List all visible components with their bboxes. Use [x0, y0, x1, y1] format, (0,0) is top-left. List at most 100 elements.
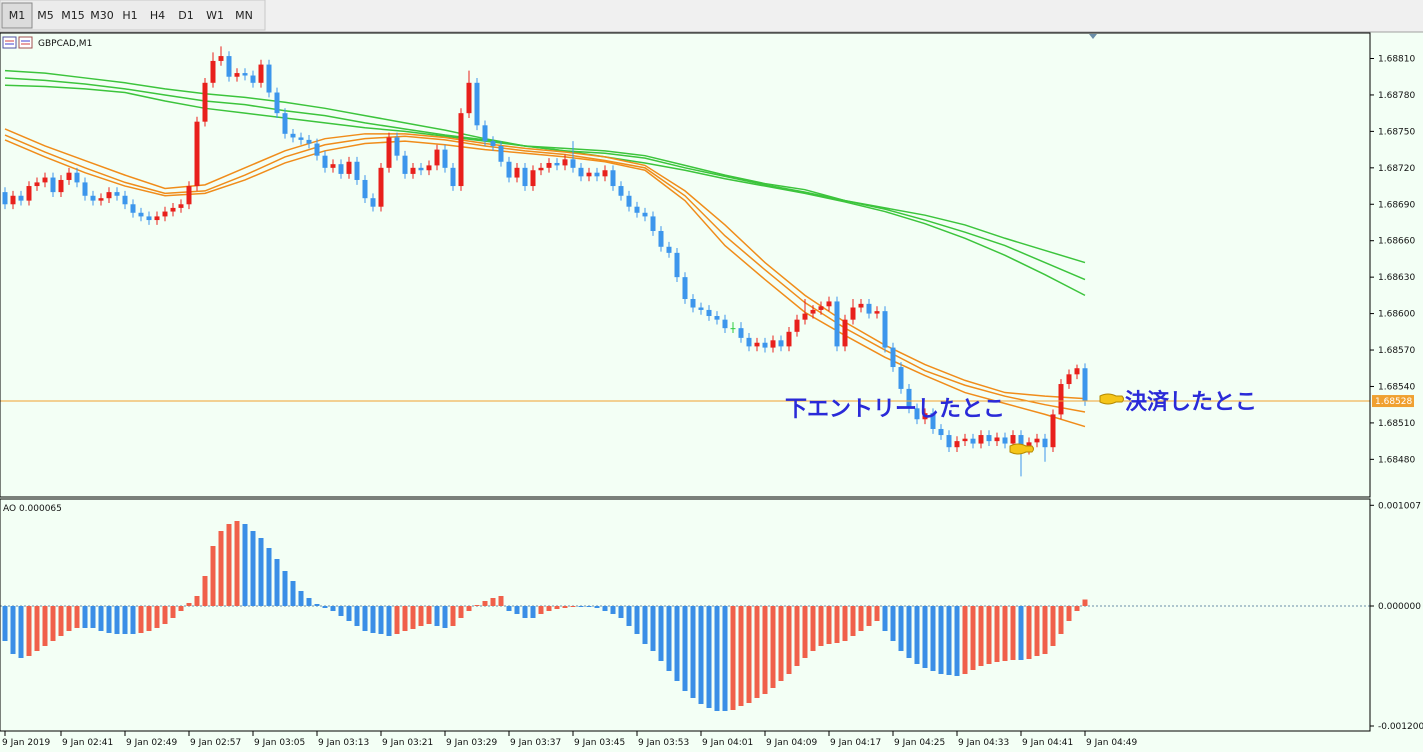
ao-bar	[410, 606, 416, 629]
candle-body	[490, 141, 496, 146]
candle-body	[10, 195, 16, 205]
candle-body	[50, 177, 56, 193]
x-tick-label: 9 Jan 2019	[2, 738, 50, 748]
moving-average	[4, 69, 1086, 264]
candle-body	[194, 121, 200, 187]
candle-body	[778, 340, 784, 347]
candle-body	[402, 155, 408, 174]
candle-body	[530, 170, 536, 187]
ao-bar	[930, 606, 936, 671]
timeframe-button[interactable]	[1, 2, 33, 29]
ao-bar	[394, 606, 400, 634]
y-tick-label: 1.68480	[1378, 455, 1415, 465]
ao-bar	[290, 581, 296, 606]
timeframe-label[interactable]: M5	[37, 9, 54, 22]
x-tick-label: 9 Jan 04:09	[766, 738, 818, 748]
candle-body	[874, 311, 880, 314]
timeframe-label[interactable]: W1	[206, 9, 224, 22]
ao-bar	[114, 606, 120, 634]
candle-body	[498, 145, 504, 162]
ao-title: AO 0.000065	[3, 504, 62, 514]
candle-body	[962, 438, 968, 442]
candle-body	[378, 167, 384, 207]
candle-body	[602, 170, 608, 177]
timeframe-label[interactable]: M15	[61, 9, 85, 22]
timeframe-label[interactable]: H1	[122, 9, 137, 22]
timeframe-button[interactable]	[117, 3, 143, 28]
ao-bar	[674, 606, 680, 681]
y-tick-label: 1.68810	[1378, 55, 1415, 65]
candle-body	[554, 162, 560, 166]
ao-bar	[370, 606, 376, 633]
candle-body	[954, 441, 960, 448]
ao-bar	[842, 606, 848, 641]
ao-bar	[346, 606, 352, 621]
candle-body	[1050, 414, 1056, 448]
ao-bar	[74, 606, 80, 628]
timeframe-label[interactable]: M30	[90, 9, 114, 22]
candle-body	[930, 413, 936, 429]
ao-bar	[546, 606, 552, 611]
candle-body	[2, 192, 8, 205]
timeframe-label[interactable]: MN	[235, 9, 253, 22]
candle-body	[146, 216, 152, 221]
candle-body	[442, 149, 448, 168]
timeframe-label[interactable]: D1	[178, 9, 193, 22]
ao-frame	[0, 498, 1371, 732]
ao-bar	[226, 524, 232, 606]
ao-bar	[594, 606, 600, 608]
timeframe-button[interactable]	[33, 3, 58, 28]
candle-body	[898, 367, 904, 389]
ao-bar	[458, 606, 464, 618]
ao-bar	[554, 606, 560, 609]
ao-bar	[834, 606, 840, 643]
candle-body	[90, 195, 96, 201]
candle-body	[202, 82, 208, 122]
ao-bar	[90, 606, 96, 628]
timeframe-button[interactable]	[144, 3, 171, 28]
ao-bar	[522, 606, 528, 618]
timeframe-label[interactable]: M1	[9, 9, 26, 22]
ao-bar	[922, 606, 928, 668]
ao-bar	[690, 606, 696, 698]
ao-bar	[170, 606, 176, 618]
candle-body	[570, 159, 576, 168]
ao-bar	[658, 606, 664, 661]
ao-bar	[362, 606, 368, 631]
ao-bar	[802, 606, 808, 658]
price-label-bg	[1372, 395, 1414, 408]
ao-bar	[450, 606, 456, 626]
timeframe-button[interactable]	[230, 3, 258, 28]
ao-bar	[82, 606, 88, 628]
y-tick-label: 1.68720	[1378, 164, 1415, 174]
candle-body	[538, 167, 544, 171]
candle-body	[938, 428, 944, 436]
y-tick-label: 1.68540	[1378, 382, 1415, 392]
candle-body	[218, 56, 224, 61]
ao-bar	[778, 606, 784, 681]
candle-body	[850, 307, 856, 320]
ao-pane: 0.001007 0.000000 -0.001200 9 Jan 2019 9 Jan…	[0, 501, 1423, 748]
timeframe-button[interactable]	[172, 3, 200, 28]
ao-bar	[754, 606, 760, 698]
candle-body	[842, 319, 848, 347]
candle-body	[474, 82, 480, 126]
candle-body	[482, 125, 488, 142]
x-tick-label: 9 Jan 03:37	[510, 738, 561, 748]
ao-bar	[706, 606, 712, 708]
timeframe-button[interactable]	[201, 3, 229, 28]
ao-bar	[2, 606, 8, 641]
ao-bar	[434, 606, 440, 626]
ao-bar	[1034, 606, 1040, 656]
ao-bar	[810, 606, 816, 651]
candle-body	[722, 319, 728, 329]
x-tick-label: 9 Jan 03:13	[318, 738, 369, 748]
candle-body	[138, 212, 144, 217]
timeframe-button[interactable]	[59, 3, 87, 28]
timeframe-button[interactable]	[88, 3, 116, 28]
ao-bar	[130, 606, 136, 634]
timeframe-label[interactable]: H4	[150, 9, 165, 22]
candle-body	[370, 198, 376, 207]
ao-bar	[354, 606, 360, 626]
candle-body	[98, 198, 104, 201]
